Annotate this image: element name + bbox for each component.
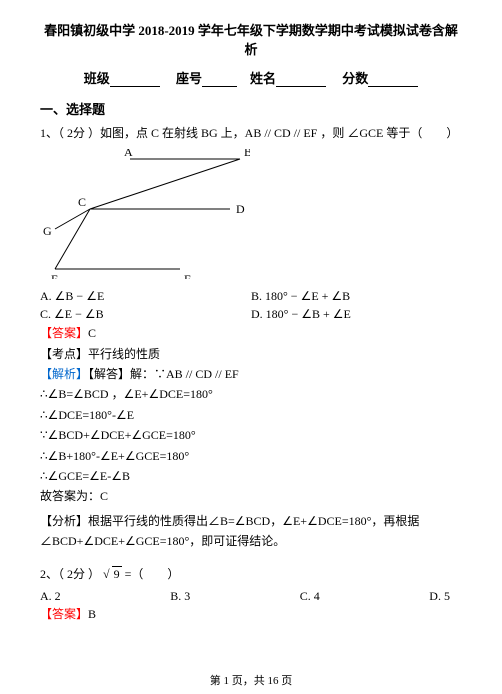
sqrt-expr: √9 [103, 565, 122, 584]
pager-post: 页 [279, 675, 293, 687]
pager-mid: 页，共 [229, 675, 268, 687]
q1-step-2: ∵∠BCD+∠DCE+∠GCE=180° [40, 425, 462, 445]
q1-diagram: A B C G D E F [40, 149, 462, 283]
kaodian-label: 【考点】 [40, 347, 88, 361]
q1-opt-d: D. 180° − ∠B + ∠E [251, 305, 462, 323]
page-title: 春阳镇初级中学 2018-2019 学年七年级下学期数学期中考试模拟试卷含解析 [40, 20, 462, 58]
seat-label: 座号 [176, 71, 202, 86]
q2-answer-label: 【答案】 [40, 607, 88, 621]
q1-text: 1、（ 2分 ）如图，点 C 在射线 BG 上，AB // CD // EF ，… [40, 124, 462, 143]
q1-opt-b: B. 180° − ∠E + ∠B [251, 287, 462, 305]
q2-opt-c: C. 4 [300, 589, 320, 604]
radicand: 9 [112, 566, 122, 581]
q1-kaodian: 【考点】平行线的性质 [40, 344, 462, 364]
pager-total: 16 [268, 675, 279, 687]
pager-pre: 第 [210, 675, 224, 687]
svg-text:A: A [124, 149, 133, 159]
q2-text: 2、（ 2分 ） √9 =（ ） [40, 565, 462, 584]
section-heading: 一、选择题 [40, 99, 462, 118]
q2-answer: 【答案】B [40, 604, 462, 624]
svg-text:F: F [184, 272, 191, 279]
q1-answer: 【答案】C [40, 323, 462, 343]
q1-jiexi: 【解析】【解答】解：∵AB // CD // EF [40, 364, 462, 384]
q2-post: =（ ） [125, 567, 180, 581]
name-label: 姓名 [250, 71, 276, 86]
name-blank [276, 73, 326, 87]
q2-answer-value: B [88, 607, 96, 621]
class-blank [110, 73, 160, 87]
answer-label: 【答案】 [40, 326, 88, 340]
q1-step-3: ∴∠B+180°-∠E+∠GCE=180° [40, 446, 462, 466]
q1-options: A. ∠B − ∠E B. 180° − ∠E + ∠B C. ∠E − ∠B … [40, 287, 462, 323]
page-footer: 第 1 页，共 16 页 [0, 672, 502, 688]
svg-text:D: D [236, 202, 245, 216]
class-label: 班级 [84, 71, 110, 86]
jiexi-label: 【解析】 [40, 367, 88, 381]
q1-fenxi: 【分析】根据平行线的性质得出∠B=∠BCD，∠E+∠DCE=180°，再根据∠B… [40, 511, 462, 552]
q2-options: A. 2 B. 3 C. 4 D. 5 [40, 589, 450, 604]
svg-text:B: B [244, 149, 250, 159]
q1-step-1: ∴∠DCE=180°-∠E [40, 405, 462, 425]
radical-sign: √ [103, 567, 110, 581]
score-label: 分数 [342, 71, 368, 86]
q2-num: 2、（ 2分 ） [40, 567, 100, 581]
seat-blank [202, 73, 237, 87]
q1-opt-c: C. ∠E − ∠B [40, 305, 251, 323]
svg-text:C: C [78, 195, 86, 209]
q2-opt-d: D. 5 [429, 589, 450, 604]
jieda-text: 【解答】解：∵AB // CD // EF [88, 367, 239, 381]
score-blank [368, 73, 418, 87]
fenxi-text: 根据平行线的性质得出∠B=∠BCD，∠E+∠DCE=180°，再根据∠BCD+∠… [40, 514, 419, 548]
q1-opt-a: A. ∠B − ∠E [40, 287, 251, 305]
answer-value: C [88, 326, 96, 340]
svg-text:E: E [51, 272, 58, 279]
fenxi-label: 【分析】 [40, 514, 88, 528]
q1-step-0: ∴∠B=∠BCD ，∠E+∠DCE=180° [40, 384, 462, 404]
q2-opt-a: A. 2 [40, 589, 61, 604]
kaodian-text: 平行线的性质 [88, 347, 160, 361]
info-row: 班级 座号 姓名 分数 [40, 68, 462, 87]
q1-step-4: ∴∠GCE=∠E-∠B [40, 466, 462, 486]
q1-step-5: 故答案为：C [40, 486, 462, 506]
geometry-svg: A B C G D E F [40, 149, 250, 279]
q2-opt-b: B. 3 [170, 589, 190, 604]
svg-text:G: G [43, 224, 52, 238]
